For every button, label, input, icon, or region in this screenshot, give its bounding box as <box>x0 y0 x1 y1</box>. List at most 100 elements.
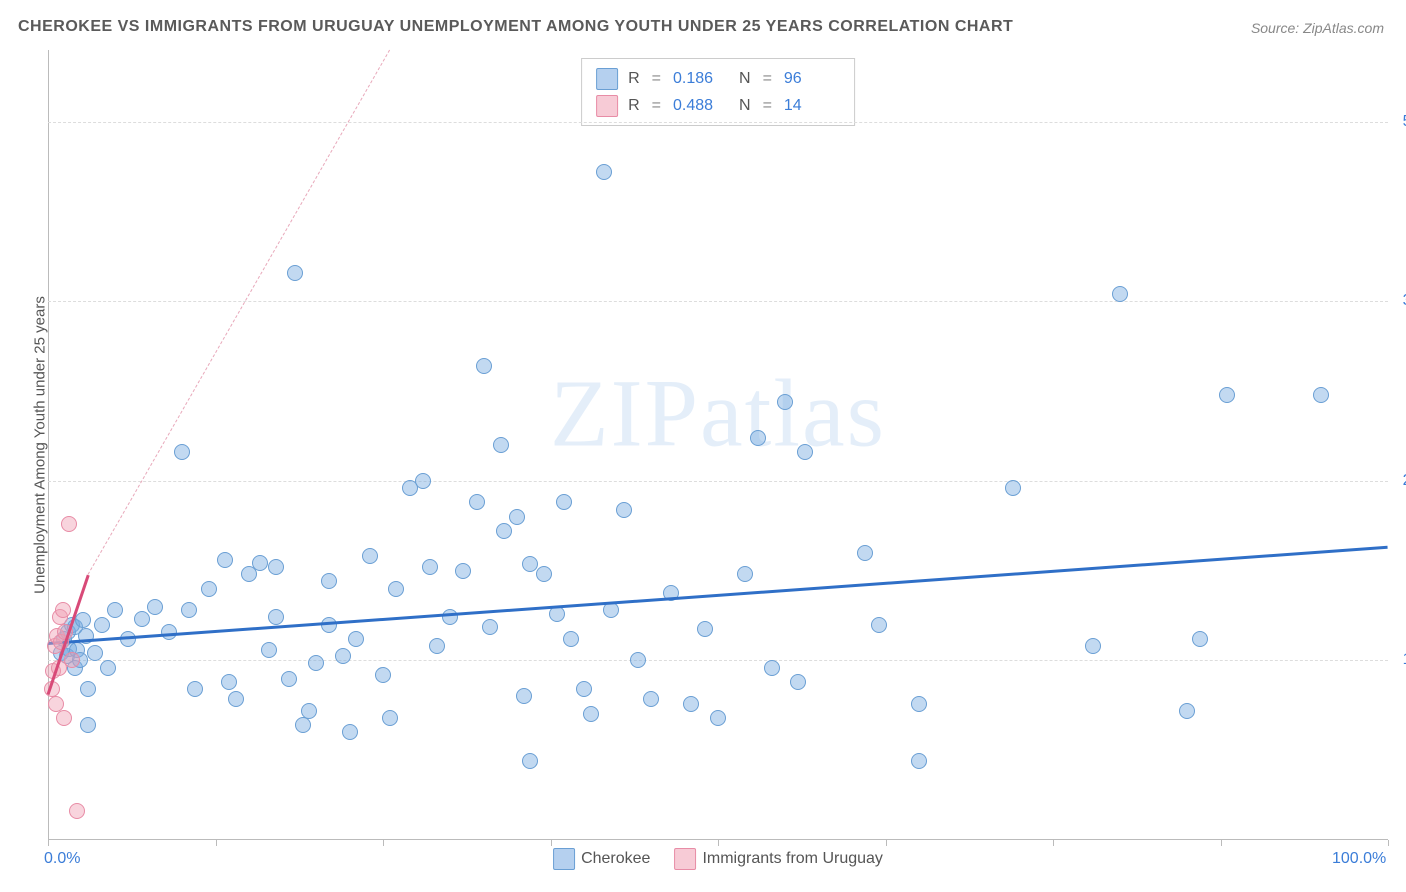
data-point <box>64 652 80 668</box>
data-point <box>1179 703 1195 719</box>
y-tick-label: 50.0% <box>1403 113 1406 131</box>
legend-swatch <box>674 848 696 870</box>
gridline <box>48 481 1388 482</box>
data-point <box>522 753 538 769</box>
data-point <box>100 660 116 676</box>
legend-n-value: 14 <box>784 92 840 119</box>
data-point <box>94 617 110 633</box>
data-point <box>335 648 351 664</box>
data-point <box>911 696 927 712</box>
data-point <box>683 696 699 712</box>
x-tick <box>1221 840 1222 846</box>
legend-r-value: 0.488 <box>673 92 729 119</box>
plot-surface: ZIPatlas R=0.186N=96R=0.488N=14 Cherokee… <box>48 50 1388 840</box>
data-point <box>321 573 337 589</box>
equals: = <box>652 92 661 119</box>
data-point <box>516 688 532 704</box>
data-point <box>583 706 599 722</box>
data-point <box>87 645 103 661</box>
data-point <box>797 444 813 460</box>
gridline <box>48 122 1388 123</box>
y-tick-label: 37.5% <box>1403 292 1406 310</box>
legend-r-value: 0.186 <box>673 65 729 92</box>
data-point <box>455 563 471 579</box>
data-point <box>476 358 492 374</box>
data-point <box>221 674 237 690</box>
data-point <box>268 609 284 625</box>
data-point <box>187 681 203 697</box>
legend-row: R = 0.186 N = 96 <box>596 65 840 92</box>
legend-r-label: R <box>628 65 640 92</box>
data-point <box>596 164 612 180</box>
data-point <box>295 717 311 733</box>
y-axis-line <box>48 50 49 840</box>
gridline <box>48 301 1388 302</box>
x-tick-label: 0.0% <box>44 850 80 868</box>
x-tick-label: 100.0% <box>1332 850 1386 868</box>
data-point <box>348 631 364 647</box>
data-point <box>415 473 431 489</box>
data-point <box>80 717 96 733</box>
data-point <box>61 516 77 532</box>
data-point <box>643 691 659 707</box>
legend-correlation: R = 0.186 N = 96 R = 0.488 N = 14 <box>581 58 855 126</box>
data-point <box>616 502 632 518</box>
data-point <box>493 437 509 453</box>
data-point <box>252 555 268 571</box>
data-point <box>737 566 753 582</box>
x-tick <box>718 840 719 846</box>
legend-n-label: N <box>739 92 751 119</box>
data-point <box>217 552 233 568</box>
data-point <box>422 559 438 575</box>
legend-series: Cherokee Immigrants from Uruguay <box>553 848 883 870</box>
data-point <box>1313 387 1329 403</box>
legend-item: Cherokee <box>553 848 650 870</box>
legend-n-label: N <box>739 65 751 92</box>
legend-n-value: 96 <box>784 65 840 92</box>
legend-r-label: R <box>628 92 640 119</box>
data-point <box>469 494 485 510</box>
data-point <box>388 581 404 597</box>
data-point <box>375 667 391 683</box>
data-point <box>147 599 163 615</box>
data-point <box>1192 631 1208 647</box>
trend-line <box>48 546 1388 645</box>
legend-swatch <box>596 68 618 90</box>
data-point <box>630 652 646 668</box>
data-point <box>509 509 525 525</box>
equals: = <box>763 92 772 119</box>
data-point <box>429 638 445 654</box>
data-point <box>536 566 552 582</box>
data-point <box>181 602 197 618</box>
equals: = <box>652 65 661 92</box>
legend-label: Cherokee <box>581 850 650 867</box>
data-point <box>75 612 91 628</box>
x-tick <box>1053 840 1054 846</box>
legend-row: R = 0.488 N = 14 <box>596 92 840 119</box>
data-point <box>69 803 85 819</box>
data-point <box>161 624 177 640</box>
equals: = <box>763 65 772 92</box>
source-attribution: Source: ZipAtlas.com <box>1251 20 1384 36</box>
data-point <box>857 545 873 561</box>
chart-title: CHEROKEE VS IMMIGRANTS FROM URUGUAY UNEM… <box>18 18 1013 36</box>
trend-line <box>88 50 390 575</box>
y-tick-label: 25.0% <box>1403 472 1406 490</box>
y-axis-label: Unemployment Among Youth under 25 years <box>32 296 49 594</box>
data-point <box>228 691 244 707</box>
legend-label: Immigrants from Uruguay <box>702 850 883 867</box>
data-point <box>362 548 378 564</box>
data-point <box>268 559 284 575</box>
data-point <box>710 710 726 726</box>
chart-area: Unemployment Among Youth under 25 years … <box>48 50 1388 840</box>
data-point <box>261 642 277 658</box>
data-point <box>790 674 806 690</box>
data-point <box>563 631 579 647</box>
legend-item: Immigrants from Uruguay <box>674 848 883 870</box>
data-point <box>556 494 572 510</box>
data-point <box>301 703 317 719</box>
x-tick <box>216 840 217 846</box>
data-point <box>777 394 793 410</box>
data-point <box>174 444 190 460</box>
data-point <box>576 681 592 697</box>
